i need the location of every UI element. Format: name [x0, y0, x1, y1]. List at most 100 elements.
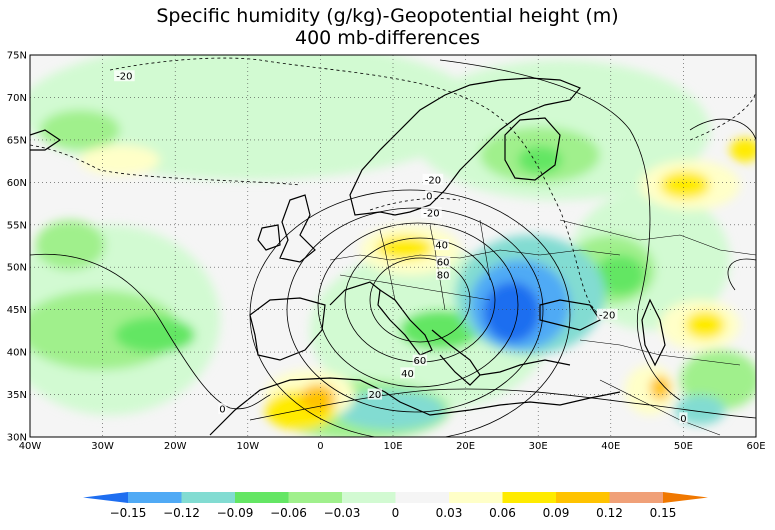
contour-line	[689, 118, 756, 141]
contour-label-bg	[400, 367, 415, 379]
axis-ticks: 40W 30W 20W 10W 0 10E 20E 30E 40E 50E 60E 30N 35N 40N…	[7, 51, 766, 453]
border-line	[379, 229, 396, 301]
contour-label-bg	[114, 70, 135, 82]
colorbar-swatch	[288, 492, 343, 503]
contour-label: 80	[437, 270, 450, 281]
lon-tick-label: 0	[317, 441, 323, 452]
shade-medium-green	[115, 317, 195, 353]
contour-label: 60	[437, 258, 450, 269]
lon-tick-label: 50E	[674, 441, 693, 452]
colorbar-swatch	[235, 492, 289, 503]
coast-mainland	[329, 281, 601, 386]
colorbar-label: 0.03	[436, 506, 463, 520]
map-frame	[29, 54, 757, 438]
shade-yellow	[730, 138, 756, 162]
lon-tick-label: 30W	[91, 441, 114, 452]
colorbar-label: −0.15	[110, 506, 147, 520]
coast-iberia	[249, 297, 326, 361]
contour-label-bg	[434, 239, 449, 251]
colorbar-label: −0.12	[163, 506, 200, 520]
contour-label-bg	[412, 354, 428, 366]
border-line	[599, 379, 721, 436]
contour-label: -20	[423, 208, 439, 219]
map-title: Specific humidity (g/kg)-Geopotential he…	[156, 5, 619, 27]
height-contours	[30, 57, 756, 437]
lat-tick-label: 30N	[7, 433, 27, 444]
colorbar-swatch	[395, 492, 450, 503]
colorbar-swatch	[342, 492, 396, 503]
shade-yellow	[660, 171, 710, 199]
lat-tick-label: 40N	[7, 348, 27, 359]
shade-medium-green	[518, 146, 562, 174]
contour-label-bg	[218, 402, 227, 414]
colorbar-swatch	[556, 492, 610, 503]
graticule	[30, 55, 756, 437]
contour-label-bg	[422, 173, 444, 185]
colorbar-swatch	[609, 492, 664, 503]
country-borders	[329, 219, 756, 436]
border-line	[479, 219, 491, 281]
shade-green	[35, 220, 105, 270]
contour-label: 0	[426, 191, 432, 202]
lat-tick-label: 35N	[7, 390, 27, 401]
lon-tick-label: 30E	[529, 441, 548, 452]
colorbar-label: −0.03	[324, 506, 361, 520]
contour-line-dashed	[30, 144, 301, 186]
colorbar-min-arrow	[83, 492, 128, 503]
colorbar-swatch	[128, 492, 182, 503]
contour-label-bg	[421, 206, 442, 218]
contour-line	[439, 59, 681, 401]
map-subtitle: 400 mb-differences	[294, 27, 480, 49]
contour-line	[727, 258, 756, 291]
contour-label-bg	[425, 189, 434, 201]
contour-label: -20	[425, 175, 441, 186]
contour-label: -20	[116, 72, 132, 83]
colorbar-label: 0	[392, 506, 400, 520]
shade-green	[680, 350, 756, 410]
contour-line	[30, 253, 271, 410]
shade-yellow	[685, 311, 725, 339]
lat-tick-label: 50N	[7, 263, 27, 274]
contour-label: 40	[435, 241, 448, 252]
coast-uk	[279, 194, 316, 263]
shade-green	[40, 110, 120, 150]
contour-label: 0	[219, 404, 225, 415]
coast-finland	[504, 117, 561, 181]
colorbar-label: 0.09	[543, 506, 570, 520]
border-line	[339, 274, 491, 301]
lon-tick-label: 20E	[456, 441, 475, 452]
contour-label: 0	[680, 414, 686, 425]
lat-tick-label: 60N	[7, 178, 27, 189]
border-line	[579, 339, 741, 366]
contour-label: 40	[401, 369, 414, 380]
colorbar-label: −0.06	[270, 506, 307, 520]
contour-line	[369, 257, 471, 343]
lon-tick-label: 40E	[601, 441, 620, 452]
coast-italy	[377, 288, 433, 356]
colorbar-label: 0.06	[489, 506, 516, 520]
contour-line	[249, 189, 571, 437]
contour-line	[317, 222, 519, 388]
humidity-shading	[30, 55, 756, 437]
border-line	[559, 219, 756, 256]
coast-ireland	[257, 224, 281, 251]
colorbar-max-arrow	[663, 492, 708, 503]
shade-orange	[650, 376, 670, 400]
lon-tick-label: 60E	[746, 441, 765, 452]
shade-medium-green	[595, 255, 645, 295]
contour-line-dashed	[109, 57, 601, 316]
contour-label: 20	[368, 390, 381, 401]
colorbar-swatch	[181, 492, 236, 503]
lon-tick-label: 20W	[164, 441, 187, 452]
contour-label-bg	[367, 388, 383, 400]
colorbar: −0.15 −0.12 −0.09 −0.06 −0.03 0 0.03 0.06 0.09 0.…	[83, 492, 708, 520]
shade-medium-green	[400, 310, 480, 350]
contour-label: 60	[413, 356, 426, 367]
colorbar-label: 0.12	[596, 506, 623, 520]
contour-label-bg	[435, 268, 451, 280]
lat-tick-label: 45N	[7, 305, 27, 316]
colorbar-label: 0.15	[650, 506, 677, 520]
coastlines	[30, 77, 666, 436]
